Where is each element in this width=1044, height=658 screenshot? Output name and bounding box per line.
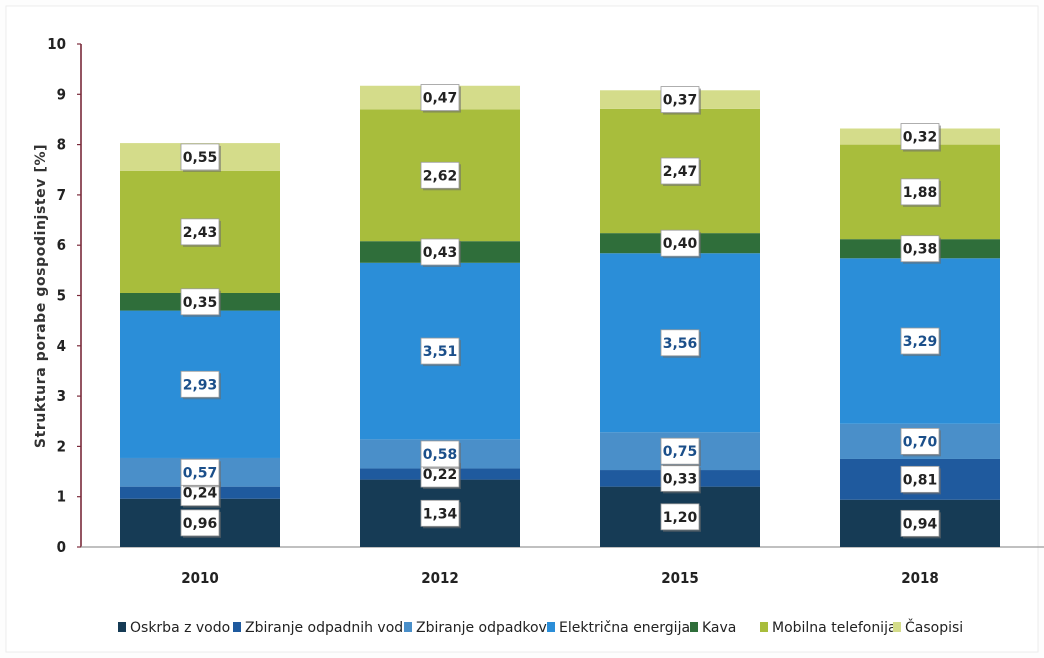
- data-label: 0,32: [903, 130, 938, 146]
- data-label-box: [900, 235, 940, 263]
- data-label: 0,58: [423, 447, 458, 463]
- data-label: 0,38: [903, 242, 938, 258]
- data-label: 0,96: [183, 516, 218, 532]
- legend-swatch: [690, 622, 698, 632]
- data-label: 0,47: [423, 91, 458, 107]
- legend-label: Časopisi: [905, 618, 963, 636]
- data-label-box: [420, 161, 460, 189]
- legend: Oskrba z vodo Zbiranje odpadnih voda Zbira…: [118, 618, 963, 636]
- data-label-box: [180, 288, 220, 316]
- data-label: 0,33: [663, 471, 698, 487]
- legend-label: Kava: [702, 620, 736, 636]
- data-label-box: [420, 238, 460, 266]
- legend-label: Mobilna telefonija: [772, 620, 897, 636]
- y-tick-label: 4: [57, 337, 66, 355]
- legend-swatch: [760, 622, 768, 632]
- data-label-box: [180, 143, 220, 171]
- data-label-box: [660, 437, 700, 465]
- x-tick-label: 2010: [181, 569, 219, 587]
- data-label: 2,43: [183, 225, 218, 241]
- y-axis-title: Struktura porabe gospodinjstev [%]: [33, 144, 49, 448]
- data-label: 0,24: [183, 486, 218, 502]
- legend-swatch: [233, 622, 241, 632]
- data-label-box: [180, 509, 220, 537]
- data-label-box: [180, 458, 220, 486]
- legend-label: Električna energija: [559, 620, 690, 636]
- y-tick-label: 5: [57, 287, 66, 305]
- x-tick-label: 2012: [421, 569, 459, 587]
- legend-swatch: [547, 622, 555, 632]
- data-label-box: [180, 370, 220, 398]
- y-tick-label: 2: [57, 437, 66, 455]
- data-label: 2,62: [423, 168, 458, 184]
- data-label: 0,94: [903, 516, 938, 532]
- data-label: 2,47: [663, 164, 698, 180]
- data-label-box: [420, 337, 460, 365]
- y-tick-label: 3: [57, 387, 66, 405]
- data-label-box: [660, 86, 700, 113]
- data-label-box: [660, 464, 700, 492]
- data-label: 1,20: [663, 510, 698, 526]
- data-label-box: [900, 327, 940, 355]
- data-label: 0,57: [183, 465, 218, 481]
- data-label: 3,29: [903, 334, 938, 350]
- data-label-box: [660, 329, 700, 357]
- data-label-box: [660, 503, 700, 531]
- x-axis-ticks: 2010 2012 2015 2018: [181, 569, 939, 587]
- data-label-box: [900, 427, 940, 455]
- data-labels: 0,96 0,24 0,57 2,93 0,35 2,43 0,55 1,34 0,22 0,58…: [180, 84, 941, 539]
- data-label: 0,35: [183, 295, 218, 311]
- y-axis-ticks: 0 1 2 3 4 5 6 7 8 9 10: [47, 35, 81, 556]
- y-tick-label: 6: [57, 236, 66, 254]
- data-label: 1,34: [423, 506, 458, 522]
- x-tick-label: 2018: [901, 569, 939, 587]
- data-label: 0,55: [183, 150, 218, 166]
- legend-swatch: [118, 622, 126, 632]
- data-label: 3,51: [423, 344, 458, 360]
- legend-label: Zbiranje odpadkov: [416, 620, 547, 636]
- data-label-box: [420, 84, 460, 111]
- data-label: 1,88: [903, 185, 938, 201]
- data-label-box: [660, 229, 700, 257]
- y-tick-label: 8: [57, 136, 66, 154]
- y-tick-label: 10: [47, 35, 66, 53]
- data-label: 0,81: [903, 472, 938, 488]
- legend-swatch: [404, 622, 412, 632]
- data-label-box: [900, 178, 940, 206]
- data-label: 2,93: [183, 377, 218, 393]
- data-label: 0,22: [423, 467, 458, 483]
- data-label: 0,75: [663, 444, 698, 460]
- data-label-box: [420, 499, 460, 527]
- data-label-box: [660, 157, 700, 185]
- data-label-box: [180, 218, 220, 246]
- legend-label: Zbiranje odpadnih voda: [245, 620, 412, 636]
- data-label: 0,43: [423, 245, 458, 261]
- data-label-box: [900, 509, 940, 537]
- y-tick-label: 9: [57, 85, 66, 103]
- legend-swatch: [893, 622, 901, 632]
- data-label: 0,70: [903, 434, 938, 450]
- data-label-box: [900, 123, 940, 150]
- data-label-box: [420, 440, 460, 468]
- data-label: 3,56: [663, 336, 698, 352]
- y-tick-label: 7: [57, 186, 66, 204]
- legend-label: Oskrba z vodo: [130, 620, 230, 636]
- y-tick-label: 0: [57, 538, 66, 556]
- data-label-box: [900, 465, 940, 493]
- y-tick-label: 1: [57, 488, 66, 506]
- data-label: 0,37: [663, 93, 698, 109]
- data-label: 0,40: [663, 236, 698, 252]
- x-tick-label: 2015: [661, 569, 699, 587]
